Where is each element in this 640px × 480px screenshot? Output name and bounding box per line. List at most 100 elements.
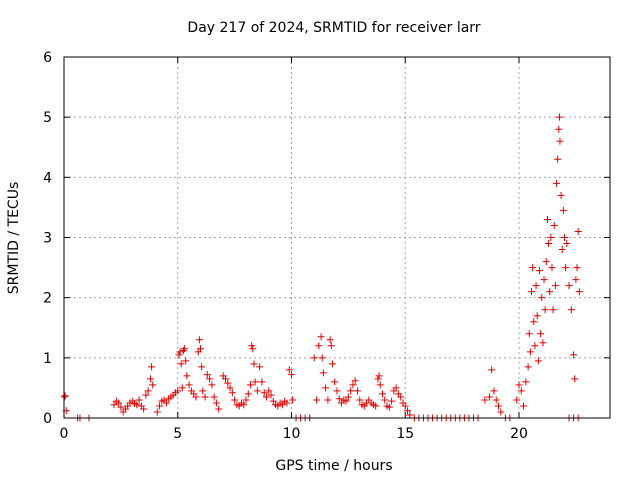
data-point: [242, 396, 250, 404]
data-point: [135, 396, 143, 404]
data-point: [379, 390, 386, 398]
data-point: [148, 363, 156, 371]
data-point: [315, 342, 323, 350]
y-tick-label: 1: [43, 351, 52, 367]
data-point: [530, 318, 538, 326]
data-point: [142, 391, 150, 399]
data-point: [258, 378, 266, 386]
data-point: [253, 387, 261, 395]
data-point: [549, 306, 557, 314]
data-point: [197, 345, 204, 353]
data-point: [331, 378, 339, 386]
data-point: [517, 387, 525, 395]
data-point: [260, 389, 268, 397]
data-point: [210, 393, 218, 401]
data-point: [174, 387, 182, 395]
y-tick-label: 6: [43, 50, 52, 66]
data-point: [140, 405, 148, 413]
data-point: [558, 246, 566, 254]
y-tick-label: 4: [43, 170, 52, 186]
data-point: [492, 396, 500, 404]
data-point: [206, 375, 214, 383]
data-point: [538, 294, 546, 302]
data-point: [162, 399, 170, 407]
data-point: [283, 399, 291, 407]
data-point: [533, 312, 541, 320]
data-point: [522, 378, 530, 386]
data-point: [565, 282, 573, 290]
data-point: [177, 360, 185, 368]
data-point: [562, 264, 570, 272]
data-point: [547, 234, 555, 241]
data-point: [226, 384, 234, 392]
data-point: [313, 396, 321, 404]
data-point: [262, 393, 270, 401]
data-point: [240, 401, 248, 409]
data-point: [539, 339, 547, 347]
data-point: [555, 113, 563, 121]
data-point: [534, 357, 542, 365]
data-point: [375, 372, 383, 380]
data-point: [61, 392, 69, 400]
data-point: [326, 336, 334, 344]
data-point: [110, 401, 118, 409]
data-point: [278, 401, 286, 409]
data-point: [485, 393, 493, 401]
x-tick-label: 0: [60, 426, 69, 442]
data-points: [60, 113, 583, 422]
data-point: [351, 377, 359, 385]
data-point: [551, 282, 559, 290]
data-point: [374, 375, 382, 383]
data-point: [269, 397, 277, 405]
data-point: [401, 402, 409, 410]
data-point: [481, 396, 489, 404]
data-point: [310, 354, 318, 362]
x-tick-label: 10: [283, 426, 301, 442]
data-point: [541, 306, 549, 314]
data-point: [376, 381, 384, 389]
data-point: [406, 411, 414, 419]
data-point: [195, 336, 203, 344]
data-point: [524, 363, 532, 371]
data-point: [285, 366, 293, 374]
data-point: [537, 330, 545, 338]
data-point: [545, 240, 553, 248]
data-point: [117, 403, 125, 411]
y-axis-label: SRMTID / TECUs: [6, 182, 22, 295]
data-point: [550, 221, 558, 229]
data-point: [349, 381, 357, 389]
data-point: [553, 179, 561, 187]
data-point: [251, 378, 259, 386]
data-point: [328, 360, 336, 368]
data-point: [543, 215, 551, 223]
data-point: [319, 369, 327, 377]
data-point: [212, 399, 220, 407]
data-point: [542, 258, 550, 266]
data-point: [248, 342, 256, 350]
data-point: [344, 393, 352, 401]
data-point: [388, 397, 396, 405]
data-point: [515, 381, 523, 389]
data-point: [182, 357, 190, 365]
data-point: [327, 342, 335, 350]
data-point: [322, 384, 330, 392]
data-point: [497, 408, 505, 416]
data-point: [156, 402, 164, 410]
y-tick-label: 0: [43, 411, 52, 427]
data-point: [183, 372, 191, 380]
data-point: [153, 408, 161, 416]
data-point: [244, 390, 252, 398]
data-point: [372, 402, 380, 410]
data-point: [324, 396, 332, 404]
data-point: [176, 348, 184, 356]
data-point: [532, 282, 540, 290]
data-point: [557, 191, 565, 199]
data-point: [198, 363, 206, 371]
data-point: [554, 155, 562, 163]
data-point: [179, 347, 187, 355]
data-point: [574, 227, 582, 235]
data-point: [526, 348, 534, 356]
data-point: [571, 375, 579, 383]
data-point: [556, 137, 564, 145]
